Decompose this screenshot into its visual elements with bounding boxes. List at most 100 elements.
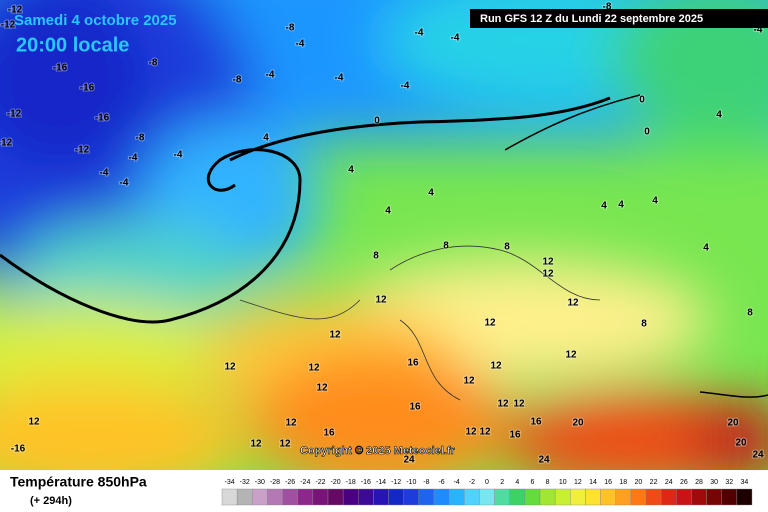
contour-label: 4 (716, 110, 722, 121)
legend-swatch (342, 488, 359, 506)
coastline (239, 245, 601, 401)
contour-label: 0 (374, 116, 380, 127)
contour-label: 4 (618, 200, 624, 211)
legend-label: 32 (725, 479, 733, 486)
legend-swatch (721, 488, 738, 506)
contour-label: -4 (401, 81, 410, 92)
legend-label: -34 (225, 479, 235, 486)
legend-label: -18 (346, 479, 356, 486)
legend-label: -2 (469, 479, 475, 486)
legend-label: 18 (619, 479, 627, 486)
contour-label: 4 (263, 133, 269, 144)
legend-label: 16 (604, 479, 612, 486)
contour-label: 12 (513, 399, 525, 410)
legend-label: 20 (635, 479, 643, 486)
legend-swatch (509, 488, 526, 506)
legend-swatch (373, 488, 389, 506)
legend-label: -20 (331, 479, 341, 486)
contour-label: 24 (752, 450, 764, 461)
contour-label: -4 (451, 33, 460, 44)
legend-swatch (358, 488, 374, 506)
contour-label: -4 (266, 70, 275, 81)
copyright: Copyright © 2025 Meteociel.fr (300, 445, 456, 457)
contour-label: 8 (641, 319, 647, 330)
legend-label: 8 (546, 479, 550, 486)
temperature-field (0, 0, 768, 470)
contour-label: 12 (497, 399, 509, 410)
legend-label: -24 (300, 479, 310, 486)
contour-label: 12 (308, 363, 320, 374)
footer-title: Température 850hPa (10, 474, 147, 490)
contour-label: 20 (572, 418, 584, 429)
contour-label: 8 (373, 251, 379, 262)
contour-label: -4 (296, 39, 305, 50)
footer-lead: (+ 294h) (30, 495, 72, 507)
contour-label: 12 (329, 330, 341, 341)
contour-label: -16 (80, 83, 95, 94)
legend-swatch (327, 488, 344, 506)
legend-label: 34 (741, 479, 749, 486)
contour-label: 4 (428, 188, 434, 199)
legend-swatch (600, 488, 616, 506)
contour-label: 12 (465, 427, 477, 438)
contour-label: 12 (567, 298, 579, 309)
zero-isotherm (0, 96, 611, 324)
legend-swatch (464, 488, 480, 506)
legend-label: -28 (270, 479, 280, 486)
contour-label: -12 (8, 5, 23, 16)
legend-swatch (691, 488, 707, 506)
legend-swatch (297, 488, 314, 506)
contour-label: -16 (11, 444, 26, 455)
contour-label: 12 (490, 361, 502, 372)
legend-label: -30 (255, 479, 265, 486)
legend-swatch (312, 488, 329, 506)
legend-swatch (236, 488, 253, 506)
contour-label: 12 (542, 257, 554, 268)
legend-swatch (433, 488, 450, 506)
contour-label: 24 (403, 455, 415, 466)
legend-swatch (267, 488, 283, 506)
contour-label: -4 (754, 25, 763, 36)
contour-label: 8 (504, 242, 510, 253)
color-legend: -34 -32 -30 -28 -26 -24 -22 -20 -18 -16 -14 -12 -10-… (221, 479, 753, 506)
contour-label: -4 (120, 178, 129, 189)
contour-label: 4 (601, 201, 607, 212)
legend-label: 22 (650, 479, 658, 486)
contour-label: -16 (95, 113, 110, 124)
legend-label: -10 (406, 479, 416, 486)
contour-label: 0 (644, 127, 650, 138)
run-info: Run GFS 12 Z du Lundi 22 septembre 2025 (480, 13, 703, 25)
contour-label: 12 (28, 417, 40, 428)
legend-label: 2 (500, 479, 504, 486)
map-time: 20:00 locale (16, 34, 129, 56)
legend-swatch (418, 488, 435, 506)
legend-label: 14 (589, 479, 597, 486)
legend-swatch (570, 488, 586, 506)
map-date: Samedi 4 octobre 2025 (14, 12, 177, 29)
legend-label: 6 (530, 479, 534, 486)
contour-label: 8 (747, 308, 753, 319)
legend-swatch (676, 488, 692, 506)
contour-label: 16 (407, 358, 419, 369)
contour-label: 12 (463, 376, 475, 387)
contour-label: -8 (233, 75, 242, 86)
legend-label: 10 (559, 479, 567, 486)
legend-swatch (479, 488, 495, 506)
legend-label: 4 (515, 479, 519, 486)
legend-label: -6 (438, 479, 444, 486)
contour-label: 4 (348, 165, 354, 176)
contour-label: 16 (323, 428, 335, 439)
legend-label: 12 (574, 479, 582, 486)
contour-label: 16 (530, 417, 542, 428)
legend-label: 0 (485, 479, 489, 486)
contour-label: 12 (542, 269, 554, 280)
legend-label: 24 (665, 479, 673, 486)
contour-label: 12 (375, 295, 387, 306)
contour-label: 12 (316, 383, 328, 394)
run-box (470, 9, 768, 28)
legend-swatch (645, 488, 662, 506)
contour-label: -16 (53, 63, 68, 74)
contour-label: -8 (149, 58, 158, 69)
contour-label: 16 (509, 430, 521, 441)
